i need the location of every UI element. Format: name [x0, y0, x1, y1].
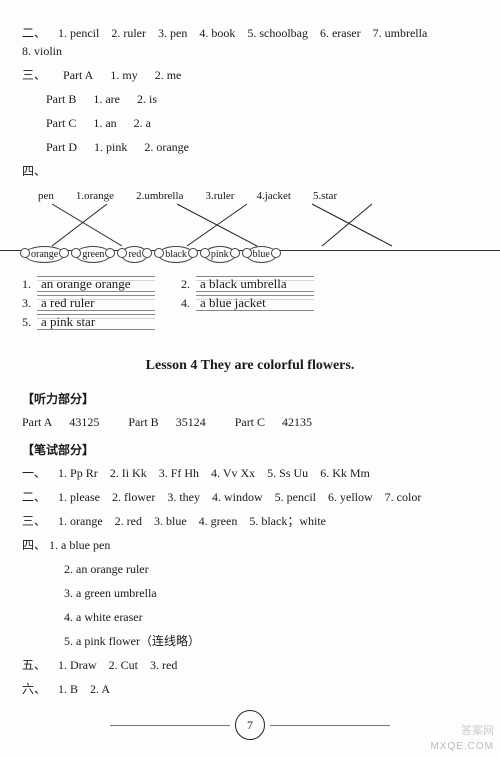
- cloud-word: red: [121, 246, 148, 263]
- section-3-d: Part D 1. pink 2. orange: [46, 138, 478, 156]
- writing-4-5: 5. a pink flower（连线略）: [64, 632, 478, 650]
- writing-4-4: 4. a white eraser: [64, 608, 478, 626]
- writing-header: 【笔试部分】: [22, 441, 478, 458]
- cloud-word: orange: [24, 246, 65, 263]
- cloud-word: green: [75, 246, 111, 263]
- watermark-url: MXQE.COM: [430, 741, 494, 752]
- writing-6: 六、 1. B 2. A: [22, 680, 478, 698]
- section-3-b: Part B 1. are 2. is: [46, 90, 478, 108]
- section-2-label: 二、: [22, 24, 46, 42]
- writing-4: 四、 1. a blue pen: [22, 536, 478, 554]
- listening-header: 【听力部分】: [22, 390, 478, 407]
- match-diagram: pen 1.orange 2.umbrella 3.ruler 4.jacket…: [22, 190, 478, 268]
- writing-1: 一、 1. Pp Rr 2. Ii Kk 3. Ff Hh 4. Vv Xx 5…: [22, 464, 478, 482]
- match-lines: [22, 202, 462, 252]
- writing-4-3: 3. a green umbrella: [64, 584, 478, 602]
- listening-parts: Part A 43125 Part B 35124 Part C 42135: [22, 413, 478, 431]
- cloud-word: blue: [246, 246, 277, 263]
- section-3-a: 三、 Part A 1. my 2. me: [22, 66, 478, 84]
- handwriting-answers: 1.an orange orange 2.a black umbrella 3.…: [22, 276, 478, 330]
- section-3-c: Part C 1. an 2. a: [46, 114, 478, 132]
- writing-4-2: 2. an orange ruler: [64, 560, 478, 578]
- cloud-word: pink: [204, 246, 236, 263]
- lesson-title: Lesson 4 They are colorful flowers.: [22, 358, 478, 374]
- writing-5: 五、 1. Draw 2. Cut 3. red: [22, 656, 478, 674]
- writing-2: 二、 1. please 2. flower 3. they 4. window…: [22, 488, 478, 506]
- writing-3: 三、 1. orange 2. red 3. blue 4. green 5. …: [22, 512, 478, 530]
- cloud-word: black: [158, 246, 194, 263]
- section-2: 二、 1. pencil 2. ruler 3. pen 4. book 5. …: [22, 24, 478, 60]
- match-bottom-row: orange green red black pink blue: [24, 246, 277, 263]
- match-top-row: pen 1.orange 2.umbrella 3.ruler 4.jacket…: [38, 190, 337, 202]
- section-4-label: 四、: [22, 162, 478, 180]
